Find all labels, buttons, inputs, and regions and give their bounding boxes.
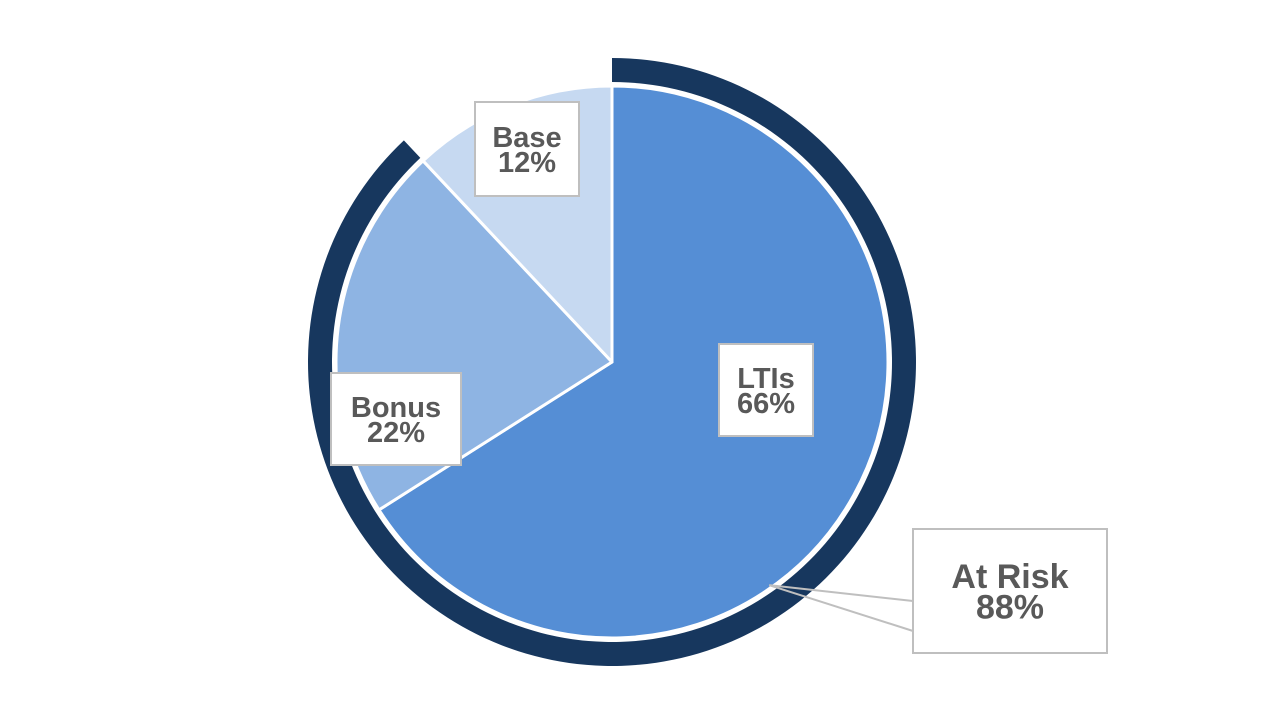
data-label-bonus-box xyxy=(330,372,462,466)
data-label-at-risk-box xyxy=(912,528,1108,654)
data-label-ltis-name: LTIs xyxy=(737,363,794,395)
data-label-bonus-value: 22% xyxy=(367,417,425,449)
leader-lines-layer xyxy=(768,584,914,632)
data-label-at-risk-name: At Risk xyxy=(951,558,1068,596)
data-label-ltis-box xyxy=(718,343,814,437)
data-label-base-box xyxy=(474,101,580,197)
data-label-base-value: 12% xyxy=(498,147,556,179)
pie-slice-ltis xyxy=(377,84,890,640)
at-risk-leader-line xyxy=(768,584,914,632)
data-label-ltis-value: 66% xyxy=(737,388,795,420)
data-label-bonus-name: Bonus xyxy=(351,392,441,424)
data-label-at-risk-value: 88% xyxy=(976,588,1044,626)
data-label-base-name: Base xyxy=(492,122,561,154)
